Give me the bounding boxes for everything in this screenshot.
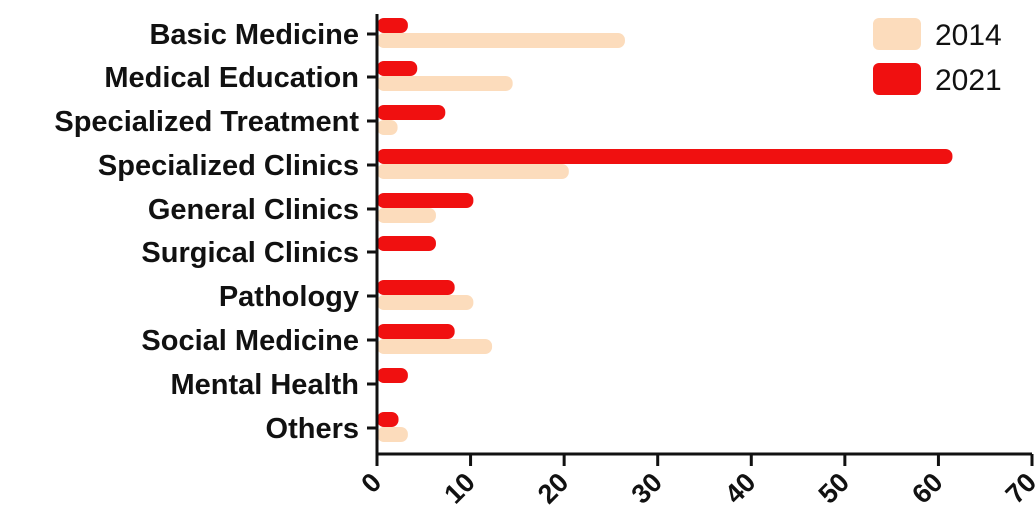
bar-2014 [377,120,398,135]
bar-2021 [377,18,408,33]
bar-2014 [377,339,493,354]
bar-2021 [377,105,446,120]
x-tick-label: 10 [438,467,480,509]
x-tick-label: 30 [625,467,667,509]
category-label: Mental Health [170,369,359,401]
category-label: Medical Education [104,62,359,94]
x-tick-label: 50 [813,467,855,509]
x-tick-label: 0 [355,467,387,499]
bar-2014 [377,164,569,179]
category-label: Pathology [219,281,359,313]
x-tick-label: 40 [719,467,761,509]
category-label: Surgical Clinics [141,237,359,269]
category-label: Others [266,413,359,445]
category-label: Specialized Treatment [54,106,359,138]
legend-label-2021: 2021 [935,64,1002,97]
category-label: Specialized Clinics [98,150,359,182]
bar-2014 [377,33,625,48]
x-tick-label: 20 [532,467,574,509]
bar-2021 [377,61,418,76]
legend-swatch-2021 [873,63,921,95]
bar-2014 [377,427,408,442]
legend-swatch-2014 [873,18,921,50]
bar-2021 [377,324,455,339]
category-label: General Clinics [148,194,359,226]
x-tick-label: 60 [906,467,948,509]
bar-2014 [377,208,436,223]
bar-2014 [377,295,474,310]
category-label: Social Medicine [141,325,359,357]
bar-2021 [377,368,408,383]
bar-2014 [377,76,513,91]
bar-2021 [377,236,436,251]
bar-2021 [377,193,474,208]
legend-label-2014: 2014 [935,19,1002,52]
bar-2021 [377,412,399,427]
category-label: Basic Medicine [149,19,359,51]
x-tick-label: 70 [1000,467,1036,509]
bar-2021 [377,149,953,164]
bar-2021 [377,280,455,295]
